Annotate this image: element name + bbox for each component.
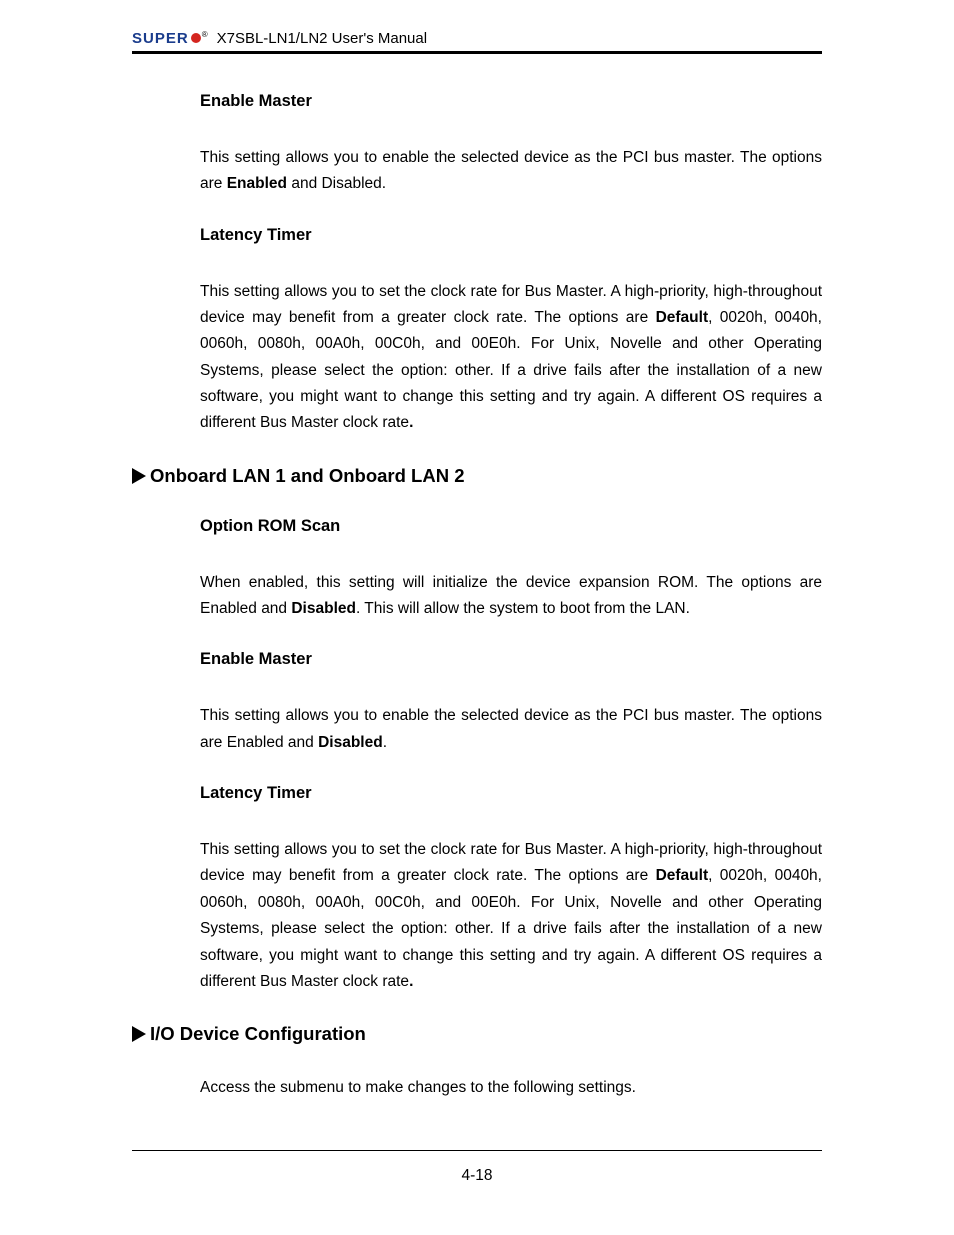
bold-period: . bbox=[409, 414, 413, 431]
text-span: . This will allow the system to boot fro… bbox=[356, 600, 690, 617]
io-device-heading: I/O Device Configuration bbox=[132, 1023, 822, 1045]
text-span: , 0020h, 0040h, 0060h, 0080h, 00A0h, 00C… bbox=[200, 867, 822, 989]
section-title: Onboard LAN 1 and Onboard LAN 2 bbox=[150, 465, 465, 487]
bold-default: Default bbox=[656, 867, 709, 884]
supermicro-logo: SUPER ® bbox=[132, 30, 207, 47]
text-span: and Disabled. bbox=[287, 175, 386, 192]
text-span: . bbox=[383, 734, 387, 751]
option-rom-heading: Option ROM Scan bbox=[200, 517, 822, 536]
header-title: X7SBL-LN1/LN2 User's Manual bbox=[217, 30, 427, 47]
bold-period: . bbox=[409, 973, 413, 990]
enable-master-text-1: This setting allows you to enable the se… bbox=[200, 145, 822, 198]
page-header: SUPER ® X7SBL-LN1/LN2 User's Manual bbox=[132, 30, 822, 54]
latency-timer-text-1: This setting allows you to set the clock… bbox=[200, 279, 822, 437]
latency-timer-heading-1: Latency Timer bbox=[200, 226, 822, 245]
logo-trademark: ® bbox=[202, 30, 208, 39]
triangle-icon bbox=[132, 1026, 146, 1042]
bold-enabled: Enabled bbox=[227, 175, 287, 192]
logo-dot-icon bbox=[191, 33, 201, 43]
option-rom-text: When enabled, this setting will initiali… bbox=[200, 570, 822, 623]
section-title: I/O Device Configuration bbox=[150, 1023, 366, 1045]
page-number: 4-18 bbox=[461, 1167, 492, 1184]
page-footer: 4-18 bbox=[132, 1150, 822, 1185]
enable-master-heading-1: Enable Master bbox=[200, 92, 822, 111]
enable-master-heading-2: Enable Master bbox=[200, 650, 822, 669]
latency-timer-text-2: This setting allows you to set the clock… bbox=[200, 837, 822, 995]
bold-default: Default bbox=[656, 309, 709, 326]
enable-master-text-2: This setting allows you to enable the se… bbox=[200, 703, 822, 756]
onboard-lan-heading: Onboard LAN 1 and Onboard LAN 2 bbox=[132, 465, 822, 487]
triangle-icon bbox=[132, 468, 146, 484]
text-span: This setting allows you to enable the se… bbox=[200, 707, 822, 750]
bold-disabled: Disabled bbox=[291, 600, 356, 617]
page-content: Enable Master This setting allows you to… bbox=[132, 92, 822, 1102]
latency-timer-heading-2: Latency Timer bbox=[200, 784, 822, 803]
text-span: , 0020h, 0040h, 0060h, 0080h, 00A0h, 00C… bbox=[200, 309, 822, 431]
logo-text: SUPER bbox=[132, 30, 189, 47]
bold-disabled: Disabled bbox=[318, 734, 383, 751]
io-device-text: Access the submenu to make changes to th… bbox=[200, 1075, 822, 1101]
